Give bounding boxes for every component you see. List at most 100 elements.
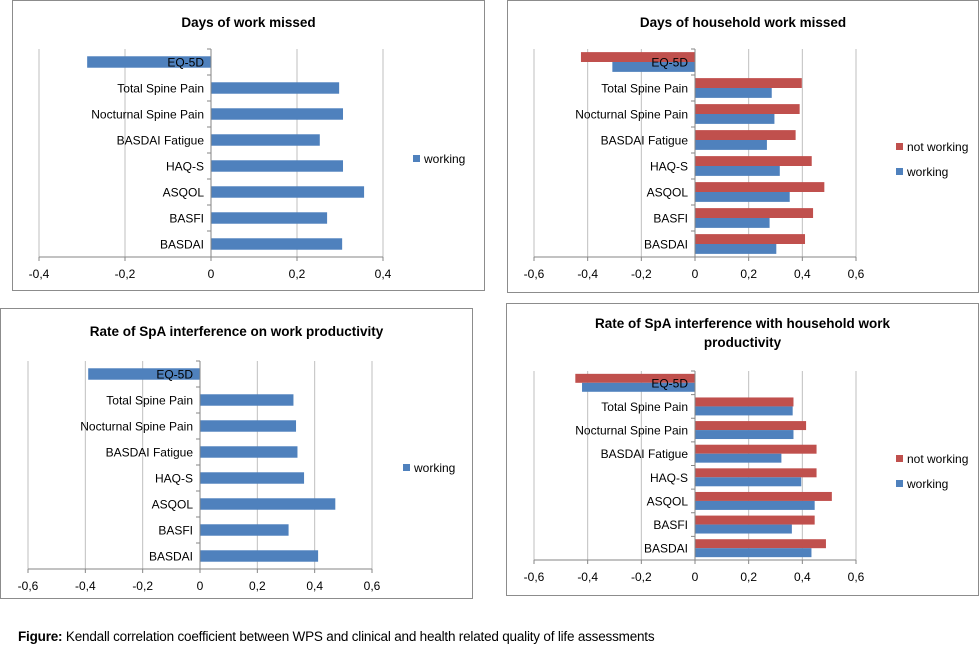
bar-working	[695, 218, 770, 228]
x-tick-label: 0,2	[740, 570, 757, 584]
bar-not-working	[695, 234, 806, 244]
x-tick-label: 0,2	[289, 267, 306, 281]
bar-not-working	[695, 130, 796, 140]
bar-working	[211, 186, 365, 198]
category-label: BASDAI Fatigue	[117, 134, 205, 148]
chart-rate-interference-work: Rate of SpA interference on work product…	[0, 308, 473, 599]
x-tick-label: 0	[692, 570, 699, 584]
chart-days-household-work-missed: Days of household work missed -0,6 -0,4 -0…	[507, 0, 979, 293]
category-label: ASQOL	[647, 186, 689, 200]
x-tick-label: -0,2	[631, 267, 652, 281]
legend-label: working	[413, 461, 455, 475]
category-label: BASFI	[158, 524, 193, 538]
bar-not-working	[695, 78, 802, 88]
category-label: HAQ-S	[155, 472, 193, 486]
x-tick-label: -0,4	[75, 579, 96, 593]
category-label: BASDAI	[644, 542, 688, 556]
x-tick-label: -0,4	[29, 267, 50, 281]
bar-working	[211, 82, 340, 94]
category-label: Total Spine Pain	[601, 400, 688, 414]
category-label: Total Spine Pain	[117, 82, 204, 96]
x-tick-label: 0,4	[794, 267, 811, 281]
x-tick-label: 0	[692, 267, 699, 281]
legend-swatch	[896, 143, 903, 150]
chart-title: Rate of SpA interference on work product…	[89, 324, 384, 339]
x-tick-label: 0	[197, 579, 204, 593]
legend-label: working	[423, 152, 465, 166]
bar-working	[87, 56, 211, 68]
category-label: BASDAI Fatigue	[106, 446, 194, 460]
bar-working	[211, 238, 343, 250]
category-label: BASFI	[653, 212, 688, 226]
category-label: BASFI	[653, 518, 688, 532]
category-label: HAQ-S	[650, 160, 688, 174]
bar-working	[211, 160, 344, 172]
chart-title: Days of household work missed	[639, 15, 847, 30]
category-label: HAQ-S	[650, 471, 688, 485]
bar-not-working	[695, 397, 794, 407]
x-tick-label: 0,6	[848, 570, 865, 584]
bar-working	[211, 212, 328, 224]
bar-working	[695, 244, 777, 254]
x-tick-label: -0,2	[115, 267, 136, 281]
legend-swatch	[896, 168, 903, 175]
category-label: Total Spine Pain	[106, 394, 193, 408]
x-tick-label: 0,4	[306, 579, 323, 593]
category-label: BASDAI	[160, 238, 204, 252]
legend-label: not working	[907, 452, 968, 466]
bar-working	[200, 446, 298, 458]
bar-not-working	[695, 444, 817, 454]
bar-not-working	[695, 104, 800, 114]
category-label: Total Spine Pain	[601, 82, 688, 96]
chart-plot: -0,6 -0,4 -0,2 0 0,2 0,4 0,6 EQ-5D Total Spine P…	[18, 360, 455, 593]
bar-working	[200, 472, 305, 484]
x-tick-label: 0	[208, 267, 215, 281]
figure-caption: Figure: Kendall correlation coefficient …	[18, 629, 655, 644]
bar-working	[695, 477, 802, 487]
category-label: EQ-5D	[651, 376, 688, 390]
legend-swatch	[896, 455, 903, 462]
category-label: BASDAI Fatigue	[601, 447, 689, 461]
chart-plot: -0,4 -0,2 0 0,2 0,4 EQ-5D Total Spine Pain Noct…	[29, 48, 465, 281]
legend-swatch	[403, 464, 410, 471]
bar-working	[695, 88, 772, 98]
category-label: BASDAI	[149, 550, 193, 564]
x-tick-label: -0,6	[18, 579, 39, 593]
chart-plot: -0,6 -0,4 -0,2 0 0,2 0,4 0,6 EQ-5D Total Spine P…	[524, 370, 968, 584]
bar-working	[695, 406, 793, 416]
bar-not-working	[695, 421, 807, 431]
x-tick-label: 0,4	[375, 267, 392, 281]
chart-title: Rate of SpA interference with household …	[507, 314, 978, 352]
category-label: EQ-5D	[651, 56, 688, 70]
x-tick-label: 0,4	[794, 570, 811, 584]
chart-title-line-2: productivity	[703, 335, 782, 350]
legend-swatch	[413, 155, 420, 162]
bar-not-working	[695, 491, 832, 501]
category-label: BASDAI	[644, 238, 688, 252]
caption-text: Kendall correlation coefficient between …	[62, 629, 655, 644]
bar-not-working	[575, 373, 695, 383]
bar-working	[211, 108, 344, 120]
bar-not-working	[695, 208, 814, 218]
chart-title-line-1: Rate of SpA interference with household …	[594, 316, 891, 331]
bar-working	[612, 62, 695, 72]
bar-working	[88, 368, 200, 380]
category-label: Nocturnal Spine Pain	[575, 108, 688, 122]
bar-working	[200, 498, 336, 510]
category-label: EQ-5D	[156, 368, 193, 382]
bar-not-working	[695, 468, 817, 478]
bar-working	[695, 500, 815, 510]
bar-working	[695, 453, 782, 463]
chart-title: Days of work missed	[181, 15, 316, 30]
bar-not-working	[695, 182, 825, 192]
category-label: ASQOL	[152, 498, 194, 512]
bar-not-working	[580, 52, 695, 62]
bar-working	[695, 114, 775, 124]
category-label: Nocturnal Spine Pain	[575, 424, 688, 438]
category-label: HAQ-S	[166, 160, 204, 174]
bar-working	[211, 134, 320, 146]
legend-label: working	[906, 477, 948, 491]
category-label: Nocturnal Spine Pain	[80, 420, 193, 434]
chart-days-work-missed: Days of work missed -0,4 -0,2 0 0,2 0,4 EQ-5D…	[12, 0, 485, 291]
x-tick-label: 0,6	[848, 267, 865, 281]
